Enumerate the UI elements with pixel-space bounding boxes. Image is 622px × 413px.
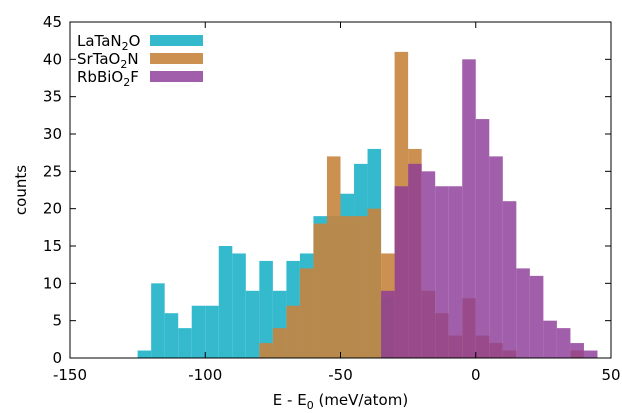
legend-swatch-latan2o <box>150 35 203 46</box>
bar-latan2o-8 <box>245 290 260 358</box>
bar-rbbio2f-6 <box>462 59 476 358</box>
bar-rbbio2f-13 <box>556 328 571 358</box>
bar-latan2o-4 <box>191 305 206 358</box>
bar-rbbio2f-9 <box>502 201 517 358</box>
x-tick-label: -150 <box>53 366 87 384</box>
y-tick-label: 40 <box>43 50 62 68</box>
bar-rbbio2f-4 <box>435 186 449 358</box>
y-tick-label: 35 <box>43 88 62 106</box>
bar-srtao2n-7 <box>354 216 368 358</box>
bar-latan2o-3 <box>178 328 192 358</box>
x-tick-label: 50 <box>601 366 620 384</box>
y-tick-label: 45 <box>43 13 62 31</box>
x-tick-label: -50 <box>328 366 353 384</box>
legend-label-latan2o: LaTaN2O <box>77 32 140 53</box>
bar-latan2o-6 <box>218 246 233 358</box>
histogram-bars <box>137 51 598 358</box>
bar-srtao2n-8 <box>367 208 382 358</box>
bar-rbbio2f-1 <box>394 186 409 358</box>
x-axis-label-subscript: 0 <box>307 399 314 412</box>
x-axis-label: E - E0 (meV/atom) <box>273 391 408 412</box>
x-axis-label-main: E - E <box>273 391 307 409</box>
y-tick-label: 0 <box>52 349 62 367</box>
bar-srtao2n-0 <box>259 343 273 358</box>
bar-latan2o-7 <box>232 253 246 358</box>
bar-srtao2n-6 <box>340 216 355 358</box>
bar-rbbio2f-12 <box>543 320 557 358</box>
y-tick-label: 5 <box>52 312 62 330</box>
bar-srtao2n-1 <box>272 328 287 358</box>
bar-rbbio2f-0 <box>381 290 395 358</box>
legend-swatch-rbbio2f <box>150 71 203 82</box>
y-tick-label: 30 <box>43 125 62 143</box>
y-tick-label: 25 <box>43 162 62 180</box>
bar-latan2o-2 <box>164 313 179 358</box>
bar-latan2o-1 <box>151 283 165 358</box>
bar-latan2o-5 <box>205 305 219 358</box>
bar-rbbio2f-5 <box>448 186 463 358</box>
bar-rbbio2f-14 <box>570 343 584 358</box>
bar-latan2o-9 <box>259 260 273 358</box>
x-axis-label-units: (meV/atom) <box>314 391 409 409</box>
axis-ticks: 0 5 10 15 20 25 30 35 40 45 -150 -100 -50 0 50 <box>43 13 621 384</box>
y-tick-label: 10 <box>43 274 62 292</box>
bar-rbbio2f-7 <box>475 119 490 358</box>
bar-srtao2n-3 <box>299 268 314 358</box>
bar-rbbio2f-11 <box>529 275 544 358</box>
y-axis-label: counts <box>12 165 30 215</box>
bar-srtao2n-5 <box>326 156 341 358</box>
bar-latan2o-0 <box>137 350 152 358</box>
bar-rbbio2f-10 <box>516 268 530 358</box>
bar-rbbio2f-15 <box>583 350 598 358</box>
bar-srtao2n-4 <box>313 223 327 358</box>
bar-srtao2n-2 <box>286 305 300 358</box>
y-tick-label: 20 <box>43 200 62 218</box>
legend-swatch-srtao2n <box>150 53 203 64</box>
x-tick-label: -100 <box>188 366 222 384</box>
legend-label-srtao2n: SrTaO2N <box>77 50 139 71</box>
bar-rbbio2f-2 <box>408 163 422 358</box>
y-tick-label: 15 <box>43 237 62 255</box>
bar-rbbio2f-8 <box>489 156 503 358</box>
x-tick-label: 0 <box>471 366 481 384</box>
legend-label-rbbio2f: RbBiO2F <box>77 68 139 89</box>
bar-rbbio2f-3 <box>421 171 436 358</box>
